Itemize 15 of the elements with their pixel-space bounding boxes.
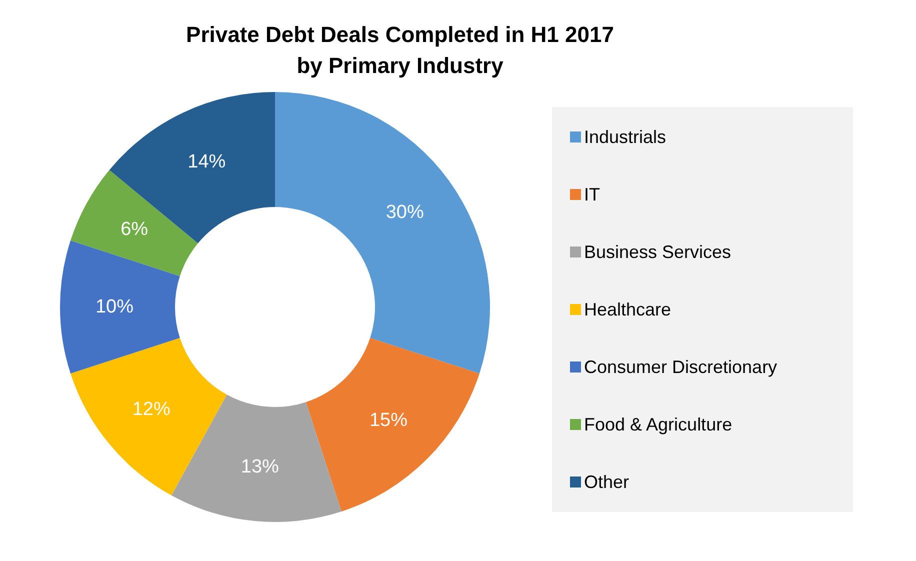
data-label: 10% [95,296,134,318]
legend-label: Food & Agriculture [584,414,732,434]
legend-label: Industrials [584,127,666,147]
legend-label: Consumer Discretionary [584,357,778,377]
data-label: 14% [188,151,226,172]
data-label: 30% [386,202,424,224]
legend-label: Other [584,472,630,492]
data-label: 13% [240,456,280,478]
data-label: 6% [120,219,148,240]
legend-label: Healthcare [584,300,672,320]
legend-label: Business Services [584,242,732,262]
data-label: 12% [132,398,170,420]
legend-label: IT [584,184,600,204]
chart-title: Private Debt Deals Completed in H1 2017 by Primary Industry [186,22,614,78]
data-label: 15% [369,410,408,431]
